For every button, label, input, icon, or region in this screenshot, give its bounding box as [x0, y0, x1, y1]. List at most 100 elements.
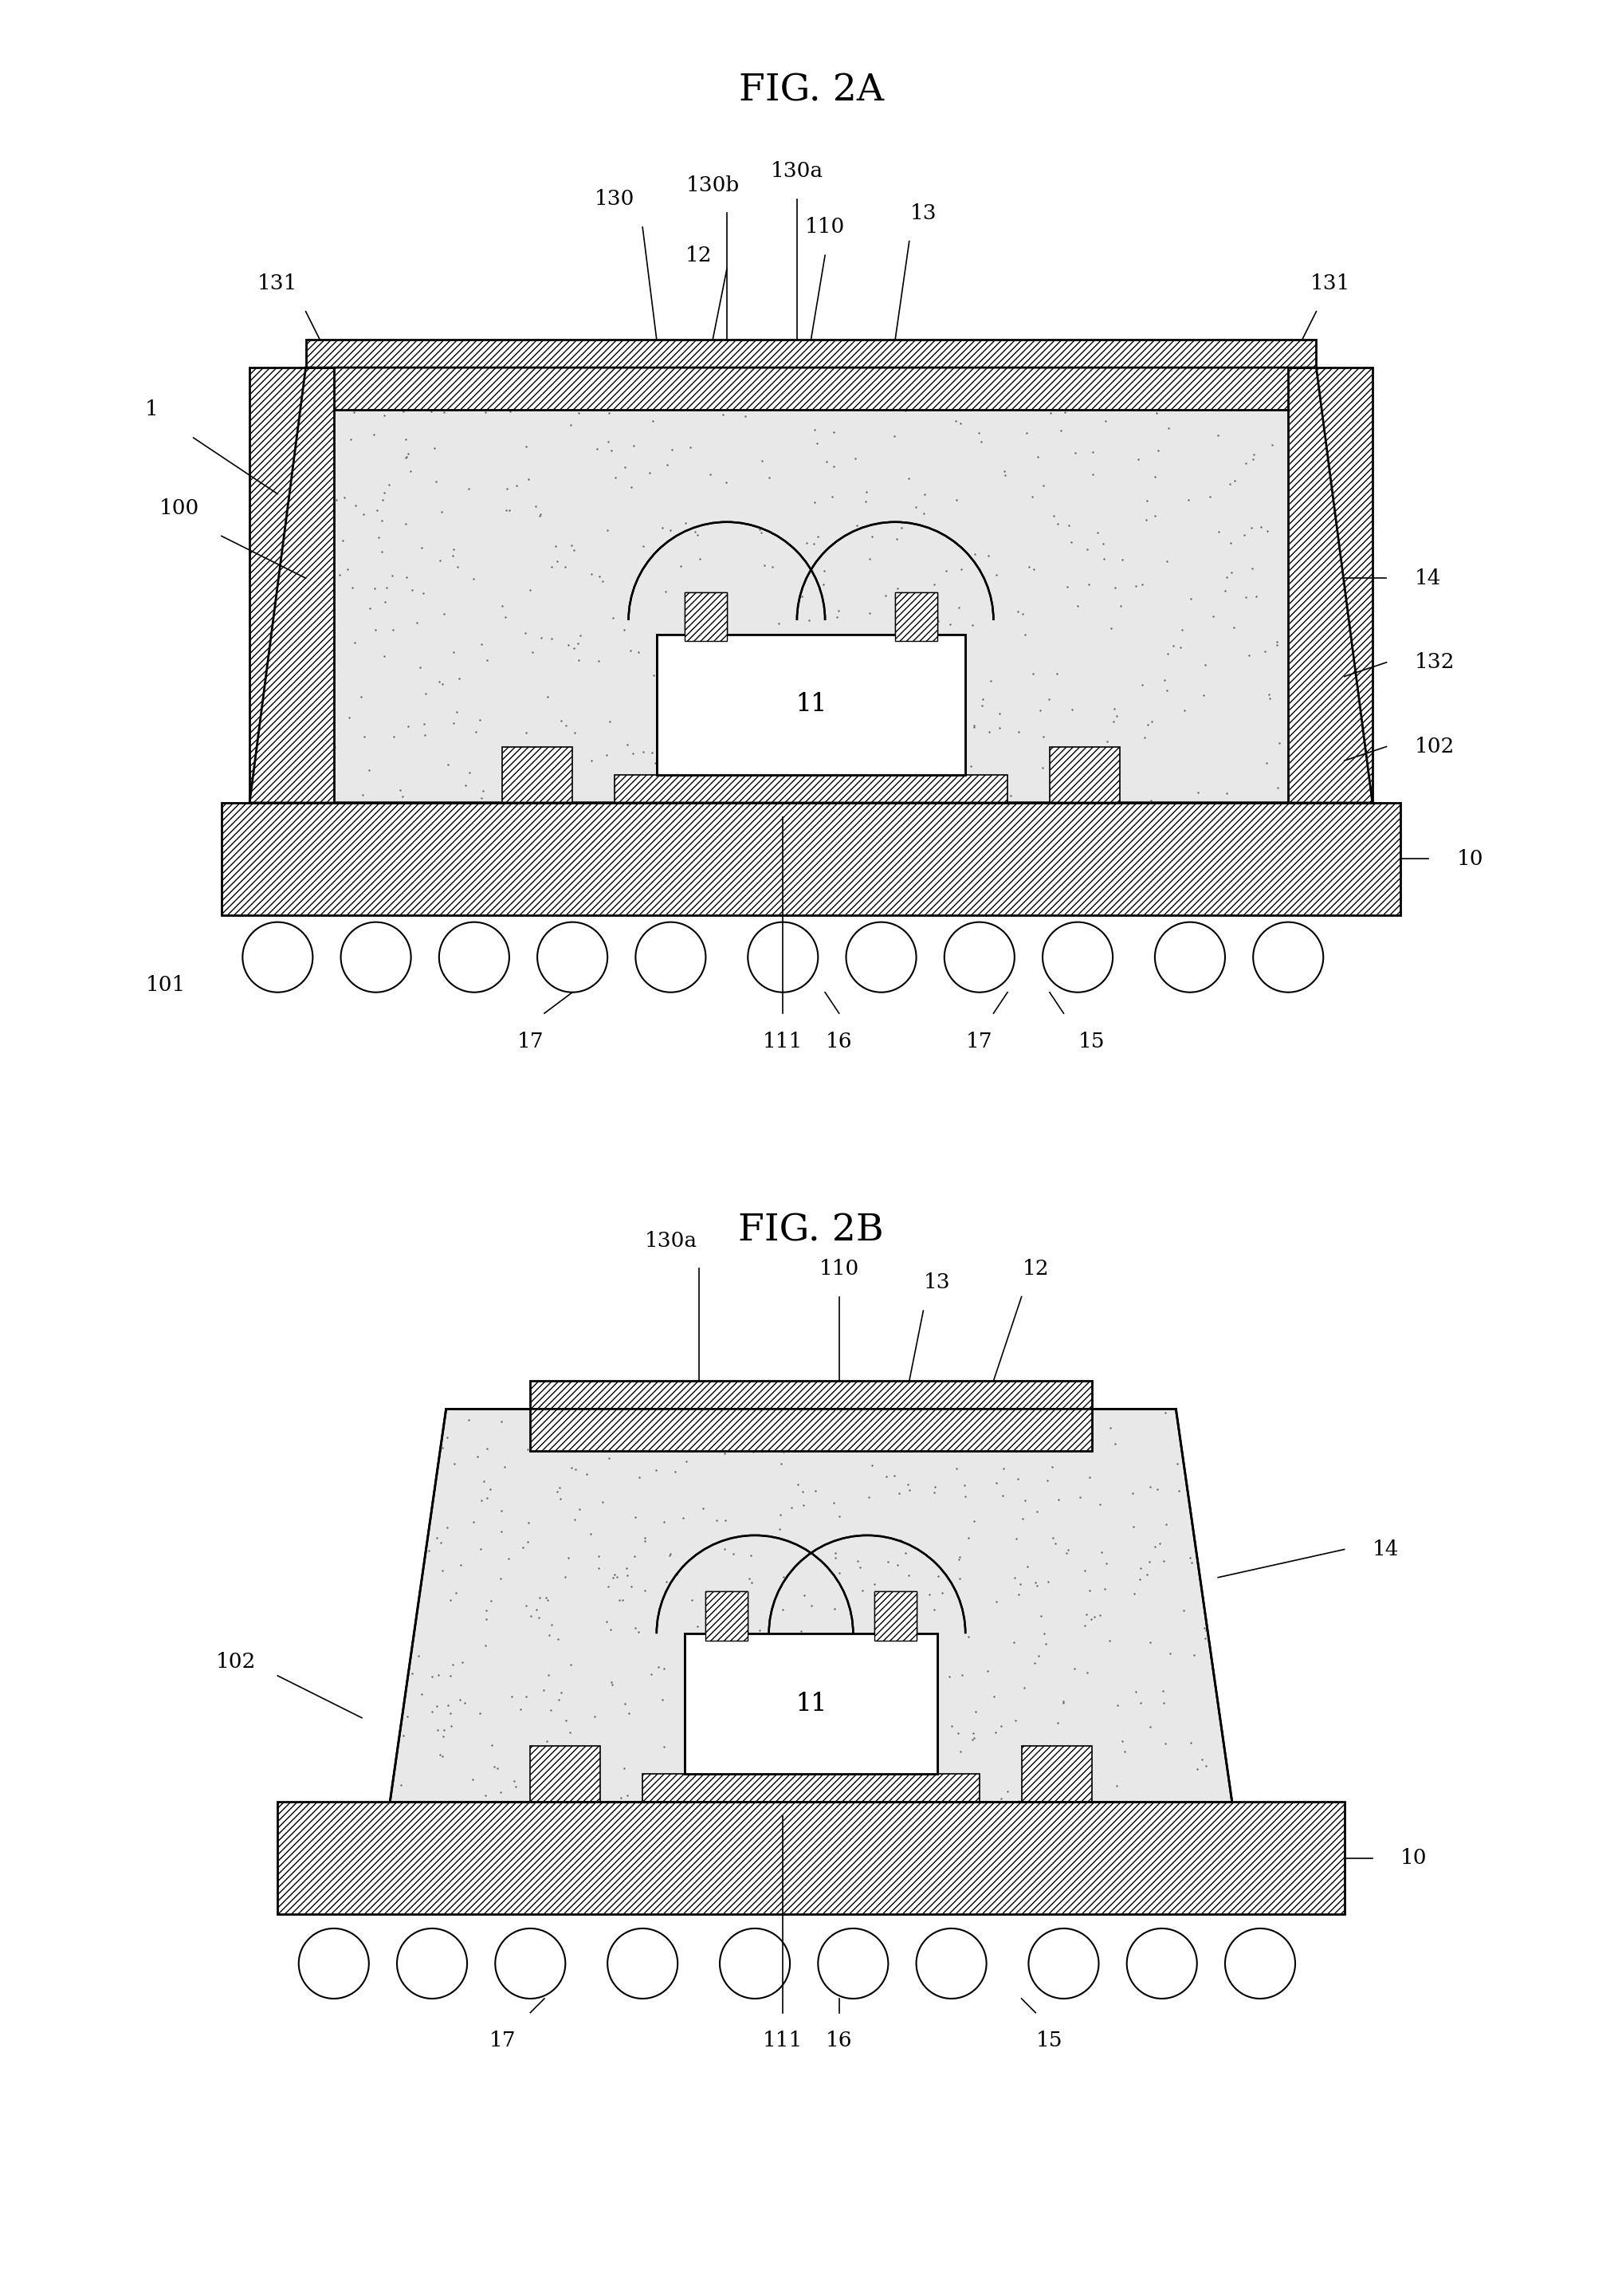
Point	[577, 1515, 603, 1552]
Point	[349, 680, 375, 716]
Point	[989, 1476, 1015, 1513]
Circle shape	[1225, 1929, 1296, 1998]
Point	[440, 537, 466, 574]
Point	[835, 680, 861, 716]
Point	[558, 406, 584, 443]
Point	[394, 436, 420, 473]
Point	[788, 579, 814, 615]
Point	[1191, 677, 1216, 714]
Point	[822, 1727, 848, 1763]
Point	[1093, 1545, 1119, 1582]
Point	[712, 464, 738, 501]
Point	[783, 1421, 809, 1458]
Text: 13: 13	[925, 1272, 950, 1293]
Point	[1082, 1598, 1108, 1635]
Circle shape	[495, 1929, 566, 1998]
Text: 17: 17	[488, 2030, 516, 2050]
Point	[949, 1655, 975, 1692]
Point	[623, 1609, 649, 1646]
Point	[960, 1715, 986, 1752]
Point	[853, 482, 879, 519]
Point	[289, 767, 315, 804]
Point	[978, 664, 1004, 700]
Point	[1059, 691, 1085, 728]
Point	[435, 1419, 461, 1456]
Point	[478, 1582, 504, 1619]
Point	[474, 643, 500, 680]
Point	[887, 1522, 913, 1559]
Point	[743, 735, 769, 771]
Point	[1085, 514, 1111, 551]
Point	[260, 739, 285, 776]
Point	[1054, 569, 1080, 606]
Point	[1192, 1612, 1218, 1649]
Point	[1166, 1472, 1192, 1508]
Point	[1122, 567, 1148, 604]
Point	[748, 514, 774, 551]
Point	[738, 1538, 764, 1575]
Point	[277, 579, 303, 615]
Point	[1241, 441, 1267, 478]
Point	[1109, 1722, 1135, 1759]
Point	[748, 1779, 774, 1816]
Point	[991, 457, 1017, 494]
Bar	[305, 340, 1317, 409]
Point	[535, 1655, 561, 1692]
Point	[1014, 416, 1040, 452]
Point	[946, 1768, 972, 1805]
Point	[960, 1722, 986, 1759]
Point	[986, 709, 1012, 746]
Point	[551, 774, 577, 810]
Point	[730, 620, 756, 657]
Point	[947, 551, 973, 588]
Point	[1101, 1426, 1127, 1463]
Point	[558, 1426, 584, 1463]
Point	[417, 1534, 443, 1570]
Point	[1296, 767, 1322, 804]
Point	[1098, 608, 1124, 645]
Point	[373, 569, 399, 606]
Point	[1304, 397, 1330, 434]
Point	[805, 425, 830, 461]
Point	[860, 1446, 886, 1483]
Point	[801, 1768, 827, 1805]
Point	[989, 1407, 1015, 1444]
Point	[339, 569, 365, 606]
Text: 130a: 130a	[644, 1231, 697, 1251]
Point	[449, 1644, 475, 1681]
Point	[1019, 383, 1045, 420]
Point	[412, 675, 438, 712]
Point	[526, 498, 551, 535]
Point	[855, 1479, 881, 1515]
Point	[908, 383, 934, 420]
Point	[1040, 1520, 1066, 1557]
Point	[613, 1403, 639, 1440]
Point	[722, 728, 748, 765]
Point	[412, 716, 438, 753]
Point	[886, 769, 912, 806]
Point	[678, 429, 704, 466]
Point	[806, 1637, 832, 1674]
Point	[295, 553, 321, 590]
Point	[853, 473, 879, 510]
Point	[672, 1777, 697, 1814]
Point	[472, 1628, 498, 1665]
Point	[835, 1708, 861, 1745]
Point	[766, 606, 792, 643]
Point	[827, 1497, 853, 1534]
Point	[440, 530, 466, 567]
Point	[918, 709, 944, 746]
Point	[1137, 1543, 1163, 1580]
Point	[873, 1582, 899, 1619]
Point	[624, 1614, 650, 1651]
Text: 14: 14	[1372, 1538, 1400, 1559]
Point	[1192, 1747, 1218, 1784]
Point	[1093, 723, 1119, 760]
Point	[308, 354, 334, 390]
Point	[933, 553, 959, 590]
Point	[1041, 498, 1067, 535]
Point	[388, 771, 414, 808]
Text: 131: 131	[1311, 273, 1351, 294]
Point	[968, 687, 994, 723]
Point	[751, 546, 777, 583]
